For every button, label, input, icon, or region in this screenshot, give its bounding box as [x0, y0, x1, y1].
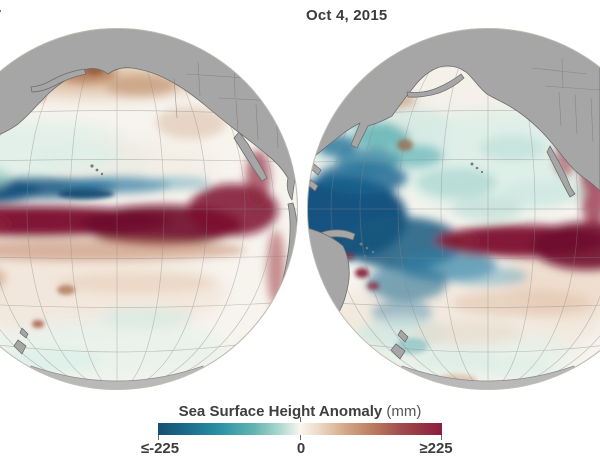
legend-tick-min	[158, 435, 159, 440]
legend-label-zero: 0	[296, 440, 306, 457]
aleutian-arc	[406, 73, 465, 98]
legend-label-min: ≤-225	[140, 440, 180, 457]
cropped-date-fragment: 7	[0, 7, 3, 23]
right-anomaly-bands	[307, 91, 600, 378]
hawaii-islands	[90, 164, 104, 176]
legend-label-max: ≥225	[419, 440, 453, 457]
legend-title-text: Sea Surface Height Anomaly	[178, 403, 383, 420]
legend-colorbar	[158, 423, 442, 435]
legend-units: (mm)	[386, 403, 422, 420]
legend-tick-zero	[300, 435, 301, 440]
baja-california	[546, 145, 576, 198]
date-label: Oct 4, 2015	[306, 7, 388, 24]
new-zealand	[19, 327, 29, 339]
hawaii-islands	[470, 162, 484, 174]
new-zealand-south	[390, 343, 406, 360]
legend-title: Sea Surface Height Anomaly (mm)	[179, 403, 422, 420]
melanesia-islands	[359, 242, 375, 257]
right-globe	[307, 28, 600, 390]
legend: Sea Surface Height Anomaly (mm) ≤-225 0 …	[0, 400, 600, 461]
new-zealand-south	[13, 339, 27, 355]
aleutian-peninsula	[30, 68, 87, 93]
left-globe	[0, 28, 298, 390]
right-land-borders	[531, 57, 600, 143]
legend-tick-max	[441, 435, 442, 440]
new-zealand	[397, 329, 409, 343]
baja-california	[233, 131, 268, 182]
legend-tick-zero-top	[300, 417, 301, 422]
